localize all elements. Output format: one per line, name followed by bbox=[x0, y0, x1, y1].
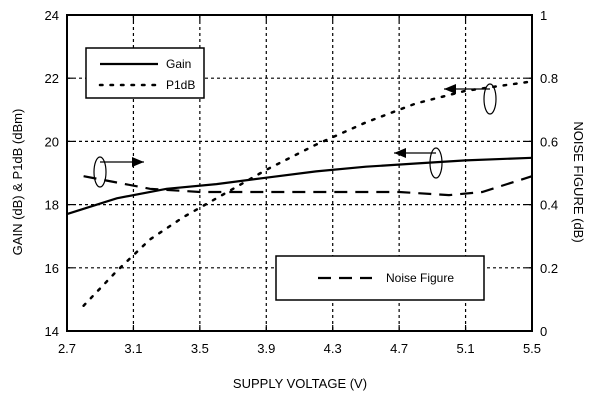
y-tick-label-right: 0.4 bbox=[540, 198, 558, 213]
y-tick-label-right: 0.8 bbox=[540, 71, 558, 86]
annot-noise-figure-right-axis-ellipse bbox=[93, 156, 107, 188]
axis-annotations bbox=[93, 83, 497, 188]
legend-gain-label: Gain bbox=[166, 57, 191, 71]
legend-bottom: Noise Figure bbox=[275, 255, 485, 301]
legend-top: Gain P1dB bbox=[85, 47, 205, 99]
x-tick-label: 3.5 bbox=[191, 341, 209, 356]
x-tick-label: 4.3 bbox=[324, 341, 342, 356]
y-tick-label-left: 14 bbox=[45, 324, 59, 339]
y-tick-label-left: 18 bbox=[45, 198, 59, 213]
y-tick-label-left: 16 bbox=[45, 261, 59, 276]
legend-nf-label: Noise Figure bbox=[386, 271, 454, 285]
x-tick-label: 5.1 bbox=[457, 341, 475, 356]
y-tick-label-right: 0.6 bbox=[540, 134, 558, 149]
annot-p1db-left-axis-ellipse bbox=[483, 83, 497, 115]
y-axis-title-right: NOISE FIGURE (dB) bbox=[571, 121, 586, 242]
annot-gain-left-axis-ellipse bbox=[429, 147, 443, 179]
x-tick-label: 3.9 bbox=[257, 341, 275, 356]
legend-bottom-box bbox=[275, 255, 485, 301]
x-tick-label: 3.1 bbox=[124, 341, 142, 356]
axis-ticks: 2.7 3.1 3.5 3.9 4.3 4.7 5.1 5.5 14 16 18 20 22 24 0 0.2… bbox=[45, 8, 559, 356]
series-lines bbox=[66, 80, 534, 307]
y-tick-label-left: 22 bbox=[45, 71, 59, 86]
x-tick-label: 5.5 bbox=[523, 341, 541, 356]
series-p1db-line bbox=[82, 80, 534, 307]
y-axis-title-left: GAIN (dB) & P1dB (dBm) bbox=[10, 109, 25, 256]
y-tick-label-left: 24 bbox=[45, 8, 59, 23]
plot-frame bbox=[66, 14, 533, 332]
y-tick-label-right: 0.2 bbox=[540, 261, 558, 276]
y-tick-label-right: 0 bbox=[540, 324, 547, 339]
x-tick-label: 4.7 bbox=[390, 341, 408, 356]
grid bbox=[67, 15, 532, 331]
legend-p1db-label: P1dB bbox=[166, 78, 195, 92]
x-tick-label: 2.7 bbox=[58, 341, 76, 356]
series-noise-figure-line bbox=[83, 175, 533, 197]
legend-top-box bbox=[85, 47, 205, 99]
annot-noise-figure-right-axis-arrow-head bbox=[132, 157, 144, 167]
y-tick-label-right: 1 bbox=[540, 8, 547, 23]
annot-gain-left-axis-arrow-head bbox=[394, 148, 406, 158]
annot-p1db-left-axis-arrow-head bbox=[444, 84, 456, 94]
y-tick-label-left: 20 bbox=[45, 134, 59, 149]
x-axis-title: SUPPLY VOLTAGE (V) bbox=[233, 376, 367, 391]
series-gain-line bbox=[66, 156, 533, 216]
